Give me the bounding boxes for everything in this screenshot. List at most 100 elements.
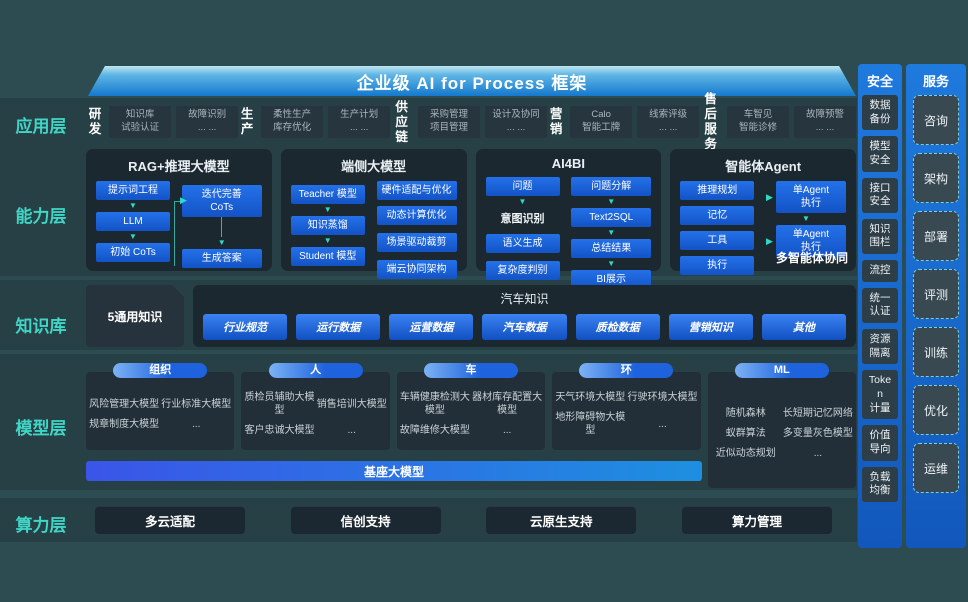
flow-text: 意图识别	[500, 213, 545, 225]
compute-button: 信创支持	[290, 506, 441, 534]
general-knowledge-box: 5通用知识	[86, 285, 184, 347]
agent-right-column: ▶ 单Agent 执行 ▼ ▶ 单Agent 执行	[766, 181, 846, 275]
flow-box: 初始 CoTs	[96, 243, 170, 262]
compute-layer-row: 多云适配 信创支持 云原生支持 算力管理	[95, 506, 832, 534]
app-group-name: 研发	[88, 107, 102, 136]
knowledge-button: 其他	[761, 314, 846, 340]
model-item: 风险管理大模型	[89, 398, 160, 410]
arrow-right-icon: ▶	[766, 191, 773, 202]
rag-left-column: 提示词工程 ▼ LLM ▼ 初始 CoTs	[96, 181, 170, 268]
service-item: 运维	[913, 443, 959, 493]
foundation-model-bar: 基座大模型	[86, 461, 702, 481]
app-box: 设计及协同 ... ...	[485, 106, 548, 138]
compute-button: 算力管理	[681, 506, 832, 534]
model-group-organization: 组织 风险管理大模型 行业标准大模型 规章制度大模型 ...	[86, 363, 235, 450]
model-item: 行业标准大模型	[161, 398, 232, 410]
model-item: 行驶环境大模型	[627, 392, 698, 403]
arrow-down-icon: ▼	[607, 259, 616, 268]
security-item: 负载 均衡	[862, 466, 898, 502]
model-item: ...	[347, 425, 356, 436]
agent-exec-row: ▶ 单Agent 执行	[766, 225, 846, 257]
flow-box: 提示词工程	[96, 181, 170, 200]
flow-box: 语义生成	[485, 234, 560, 253]
app-group-rd: 研发 知识库 试验认证 故障识别 ... ...	[86, 106, 239, 138]
model-item: 随机森林	[725, 407, 766, 419]
model-group-people: 人 质检员辅助大模型 销售培训大模型 客户忠诚大模型 ...	[241, 363, 390, 450]
model-item: 销售培训大模型	[316, 398, 387, 410]
agent-left-column: 推理规划 记忆 工具 执行	[680, 181, 755, 275]
edge-left-column: Teacher 模型 ▼ 知识蒸馏 ▼ Student 模型	[290, 181, 365, 279]
model-item: ...	[658, 418, 667, 430]
model-item: ...	[813, 447, 823, 459]
model-item: 客户忠诚大模型	[244, 425, 315, 436]
services-column: 服务 咨询 架构 部署 评测 训练 优化 运维	[906, 64, 966, 548]
layer-label-model: 模型层	[15, 419, 67, 438]
app-group-name: 售后服务	[704, 92, 717, 151]
flow-box: Text2SQL	[571, 208, 652, 227]
arrow-down-icon: ▼	[607, 228, 616, 237]
flow-box: Teacher 模型	[290, 185, 365, 204]
edge-columns: Teacher 模型 ▼ 知识蒸馏 ▼ Student 模型 硬件适配与优化 动…	[281, 175, 467, 279]
flow-box: 场景驱动裁剪	[376, 233, 457, 252]
arrow-down-icon: ▼	[607, 197, 616, 206]
arrow-down-icon: ▼	[217, 238, 226, 247]
flow-box: 问题	[485, 177, 560, 196]
app-box: 故障识别 ... ...	[176, 106, 239, 138]
flow-box: 动态计算优化	[376, 206, 457, 225]
flow-box: 知识蒸馏	[290, 216, 365, 235]
flow-box: 问题分解	[571, 177, 652, 196]
flow-box: 记忆	[680, 206, 755, 225]
flow-box: 端云协同架构	[376, 260, 457, 279]
model-item: 车辆健康检测大模型	[399, 392, 470, 416]
knowledge-button: 营销知识	[668, 314, 753, 340]
model-item: 天气环境大模型	[555, 392, 626, 403]
model-item: 长短期记忆网络	[782, 407, 853, 419]
rag-columns: 提示词工程 ▼ LLM ▼ 初始 CoTs 迭代完善 CoTs ▼ 生成答案	[86, 175, 272, 268]
layer-label-compute: 算力层	[15, 516, 67, 535]
category-pill: ML	[734, 363, 829, 378]
layer-label-knowledge: 知识库	[15, 317, 67, 336]
service-item: 架构	[913, 153, 959, 203]
layer-label-application: 应用层	[15, 117, 67, 136]
service-item: 训练	[913, 327, 959, 377]
panel-edge-model: 端侧大模型 Teacher 模型 ▼ 知识蒸馏 ▼ Student 模型 硬件适…	[280, 149, 467, 279]
capability-layer-row: RAG+推理大模型 提示词工程 ▼ LLM ▼ 初始 CoTs 迭代完善 CoT…	[86, 149, 856, 289]
app-box: 线索评级 ... ...	[637, 106, 700, 138]
model-item: 规章制度大模型	[89, 418, 160, 430]
panel-ai4bi: AI4BI 问题 ▼ 意图识别 语义生成 复杂度判别 问题分解 ▼ Text2S…	[475, 149, 662, 289]
service-item: 咨询	[913, 95, 959, 145]
arrow-down-icon: ▼	[323, 236, 332, 245]
edge-right-column: 硬件适配与优化 动态计算优化 场景驱动裁剪 端云协同架构	[376, 181, 457, 279]
service-item: 评测	[913, 269, 959, 319]
panel-title: 智能体Agent	[725, 159, 802, 174]
multi-agent-caption: 多智能体协同	[775, 251, 848, 265]
agent-columns: 推理规划 记忆 工具 执行 ▶ 单Agent 执行 ▼ ▶ 单Agent 执行	[670, 175, 856, 275]
compute-button: 云原生支持	[486, 506, 637, 534]
model-group-vehicle: 车 车辆健康检测大模型 器材库存配置大模型 故障维修大模型 ...	[396, 363, 546, 450]
flow-box: 生成答案	[181, 249, 262, 268]
arrow-right-icon: ▶	[180, 195, 187, 205]
service-item: 优化	[913, 385, 959, 435]
panel-rag: RAG+推理大模型 提示词工程 ▼ LLM ▼ 初始 CoTs 迭代完善 CoT…	[86, 149, 272, 271]
model-item: 地形障碍物大模型	[555, 412, 626, 436]
page-title: 企业级 AI for Process 框架	[356, 73, 588, 93]
auto-knowledge-header: 汽车知识	[500, 292, 549, 306]
model-item: 器材库存配置大模型	[472, 392, 543, 416]
security-item: 流控	[862, 260, 898, 282]
agent-exec-row: ▶ 单Agent 执行	[766, 181, 846, 213]
category-pill: 组织	[113, 363, 208, 378]
connector-line	[174, 201, 183, 266]
arrow-down-icon: ▼	[323, 205, 332, 214]
model-box: 车辆健康检测大模型 器材库存配置大模型 故障维修大模型 ...	[396, 372, 546, 450]
app-group-marketing: 营销 Calo 智能工牌 线索评级 ... ...	[547, 106, 700, 138]
model-item: 质检员辅助大模型	[244, 392, 315, 416]
security-item: 数据 备份	[862, 95, 898, 131]
app-box: 知识库 试验认证	[109, 106, 172, 138]
app-group-name: 生产	[240, 107, 254, 136]
app-box: Calo 智能工牌	[570, 106, 633, 138]
rag-right-column: 迭代完善 CoTs ▼ 生成答案	[181, 181, 262, 268]
security-item: 价值 导向	[862, 425, 898, 461]
knowledge-button: 运营数据	[389, 314, 474, 340]
arrow-down-icon: ▼	[129, 232, 137, 241]
